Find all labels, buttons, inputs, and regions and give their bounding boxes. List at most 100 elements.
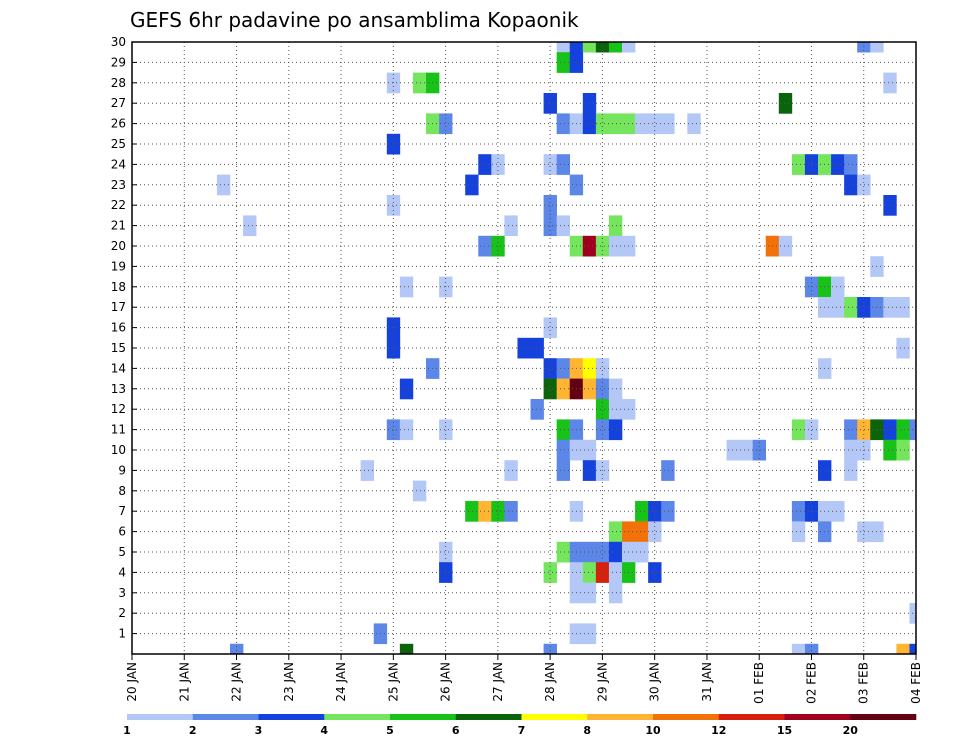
y-tick-label: 25 <box>111 137 126 151</box>
heatmap-cell <box>648 113 662 135</box>
colorbar-swatch <box>521 714 588 720</box>
heatmap-cell <box>399 378 414 400</box>
heatmap-cell <box>543 154 557 175</box>
heatmap-cell <box>608 399 623 420</box>
heatmap-cell <box>648 562 662 583</box>
x-tick-label: 04 FEB <box>909 662 923 704</box>
heatmap-cell <box>230 643 244 655</box>
heatmap-cell <box>439 541 453 563</box>
x-tick-label: 25 JAN <box>386 662 400 702</box>
y-tick-label: 5 <box>118 545 126 559</box>
x-tick-label: 01 FEB <box>752 662 766 704</box>
y-tick-label: 23 <box>111 178 126 192</box>
heatmap-cell <box>608 42 623 53</box>
heatmap-cell <box>530 337 544 359</box>
heatmap-cell <box>399 419 414 441</box>
heatmap-cell <box>648 521 662 543</box>
heatmap-cell <box>543 378 557 400</box>
heatmap-cell <box>857 174 871 196</box>
y-tick-label: 8 <box>118 484 126 498</box>
y-tick-label: 26 <box>111 117 126 131</box>
heatmap-cell <box>412 480 427 502</box>
heatmap-cell <box>543 562 557 583</box>
colorbar-label: 6 <box>452 724 460 737</box>
heatmap-cell <box>883 419 897 441</box>
heatmap-cell <box>412 72 427 94</box>
heatmap-cell <box>804 154 819 175</box>
colorbar-swatch <box>192 714 259 720</box>
heatmap-cell <box>622 42 636 53</box>
y-tick-label: 18 <box>111 280 126 294</box>
x-tick-label: 22 JAN <box>230 662 244 702</box>
heatmap-cell <box>844 297 858 318</box>
heatmap-cell <box>791 419 806 441</box>
heatmap-cell <box>582 623 597 645</box>
heatmap-cell <box>543 195 557 216</box>
heatmap-cell <box>804 643 819 655</box>
heatmap-cell <box>504 215 518 237</box>
heatmap-cell <box>582 93 597 114</box>
heatmap-cell <box>778 93 793 114</box>
y-tick-label: 17 <box>111 300 126 314</box>
heatmap-cell <box>582 358 597 379</box>
heatmap-cell <box>883 72 897 94</box>
heatmap-cell <box>386 317 401 339</box>
y-tick-label: 27 <box>111 96 126 110</box>
colorbar-label: 3 <box>255 724 263 737</box>
heatmap-cell <box>857 521 871 543</box>
x-tick-label: 31 JAN <box>700 662 714 702</box>
heatmap-cell <box>582 113 597 135</box>
heatmap-cell <box>896 297 910 318</box>
colorbar-label: 20 <box>843 724 859 737</box>
heatmap-cell <box>608 113 623 135</box>
y-tick-label: 22 <box>111 198 126 212</box>
heatmap-cell <box>608 378 623 400</box>
heatmap-cell <box>556 42 571 53</box>
heatmap-cell <box>543 358 557 379</box>
heatmap-cell <box>595 399 610 420</box>
heatmap-cell <box>608 582 623 604</box>
colorbar-swatch <box>324 714 391 720</box>
heatmap-cell <box>399 643 414 655</box>
x-tick-label: 26 JAN <box>439 662 453 702</box>
colorbar-swatch <box>718 714 785 720</box>
heatmap-cell <box>661 113 675 135</box>
colorbar-label: 15 <box>777 724 792 737</box>
heatmap-cell <box>608 562 623 583</box>
heatmap-cell <box>595 42 610 53</box>
heatmap-cell <box>556 358 571 379</box>
x-tick-label: 02 FEB <box>804 662 818 704</box>
heatmap-cell <box>608 235 623 257</box>
heatmap-cell <box>439 113 453 135</box>
heatmap-cell <box>491 154 505 175</box>
grid-layer <box>132 42 916 654</box>
y-tick-label: 15 <box>111 341 126 355</box>
heatmap-cell <box>465 501 479 522</box>
y-tick-label: 2 <box>118 606 126 620</box>
heatmap-cell <box>582 562 597 583</box>
heatmap-cell <box>896 643 910 655</box>
heatmap-cell <box>556 113 571 135</box>
y-tick-label: 10 <box>111 443 126 457</box>
y-tick-label: 19 <box>111 259 126 273</box>
colorbar-swatch <box>850 714 917 720</box>
plot-frame <box>131 41 917 655</box>
heatmap-cell <box>504 501 518 522</box>
heatmap-cell <box>883 439 897 461</box>
colorbar-swatch <box>784 714 851 720</box>
y-tick-label: 14 <box>111 361 126 375</box>
heatmap-cell <box>791 154 806 175</box>
heatmap-cell <box>556 378 571 400</box>
heatmap-cell <box>543 93 557 114</box>
x-tick-label: 03 FEB <box>857 662 871 704</box>
heatmap-cell <box>648 501 662 522</box>
heatmap-cell <box>543 317 557 339</box>
heatmap-cell <box>595 358 610 379</box>
chart-title: GEFS 6hr padavine po ansamblima Kopaonik <box>130 8 579 32</box>
heatmap-cell <box>556 541 571 563</box>
heatmap-cell <box>439 562 453 583</box>
heatmap-cell <box>386 195 401 216</box>
heatmap-cell <box>582 42 597 53</box>
heatmap-cell <box>909 643 917 655</box>
heatmap-cell <box>831 276 845 298</box>
